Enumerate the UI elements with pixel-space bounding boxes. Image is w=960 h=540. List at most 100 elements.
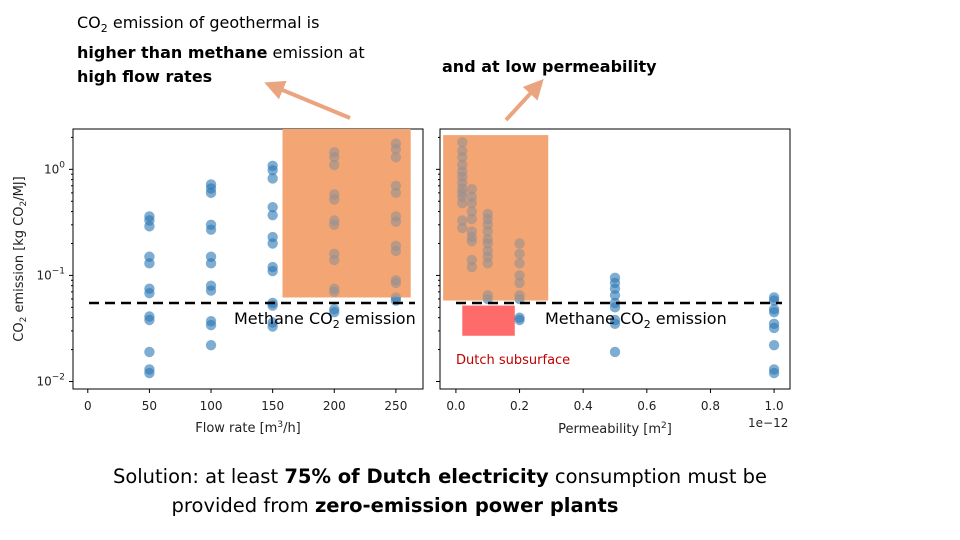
caption-left-line3: high flow rates: [77, 67, 213, 87]
solution-line2: provided from zero-emission power plants: [10, 491, 780, 520]
chart1-point: [267, 173, 278, 184]
caption-left: CO2 emission of geothermal is higher tha…: [77, 11, 377, 89]
chart1-methane-label-rest: emission: [340, 309, 416, 328]
chart1-point: [267, 317, 278, 328]
chart2-xtick-label: 0.0: [446, 399, 465, 413]
solution-line1: Solution: at least 75% of Dutch electric…: [100, 462, 780, 491]
solution-b2: zero-emission power plants: [314, 494, 619, 517]
chart2-point: [609, 272, 621, 283]
caption-left-bold: higher than methane: [77, 43, 268, 63]
chart2-point: [609, 314, 621, 326]
chart1-point: [144, 311, 155, 322]
chart1-point: [267, 209, 278, 221]
caption-left-co: CO: [77, 13, 101, 32]
chart2-xtick-label: 0.2: [510, 399, 529, 413]
chart2-point: [768, 339, 780, 351]
chart1-xtick-label: 50: [142, 399, 157, 413]
chart2-methane-label-rest: emission: [651, 309, 727, 328]
ytick-base: 10: [36, 268, 51, 282]
chart2-methane-label-prefix: Methane CO: [545, 309, 644, 328]
chart1-point: [205, 280, 217, 291]
chart2-xtick-label: 1.0: [765, 399, 784, 413]
solution-b1: 75% of Dutch electricity: [284, 465, 549, 488]
ytick-exp: −2: [52, 373, 65, 383]
chart2-methane-label: Methane CO2 emission: [545, 309, 727, 331]
chart1-point: [267, 160, 278, 171]
chart1-point: [205, 339, 217, 351]
chart1-xtick-label: 0: [84, 399, 92, 413]
solution-p1: Solution: at least: [112, 465, 285, 488]
chart1-ylabel-mid: emission [kg CO: [12, 207, 27, 317]
chart1-highlight-overlay: [282, 129, 411, 298]
annotation-arrow-left: [264, 80, 351, 120]
caption-left-sub: 2: [100, 22, 108, 36]
chart2-xtick-label: 0.8: [701, 399, 720, 413]
chart1-point: [267, 201, 278, 213]
chart1-ylabel-sub1: 2: [19, 317, 29, 323]
caption-left-line2: higher than methane emission at: [77, 41, 377, 65]
chart1-xlabel-rest: /h]: [283, 421, 301, 436]
solution-p2: consumption must be: [548, 465, 768, 488]
chart1-point: [267, 261, 278, 273]
chart1-ytick-label: 10−1: [36, 266, 65, 282]
annotation-arrow-right: [504, 79, 544, 122]
chart1-methane-label-prefix: Methane CO: [234, 309, 333, 328]
chart2-point: [768, 364, 780, 375]
chart2-xtick-label: 0.6: [637, 399, 656, 413]
chart2-ticks-layer: 0.0 0.2 0.4 0.6 0.8 1.0: [436, 136, 784, 413]
caption-left-line1: CO2 emission of geothermal is: [77, 11, 377, 41]
chart1-point: [267, 231, 278, 243]
caption-right: and at low permeability: [442, 57, 657, 76]
chart2-methane-label-sub: 2: [644, 318, 651, 331]
chart1-xtick-label: 100: [200, 399, 223, 413]
ytick-exp: 0: [59, 160, 65, 170]
chart1-methane-label-sub: 2: [333, 318, 340, 331]
chart1-point: [144, 283, 155, 294]
chart1-point: [144, 251, 155, 262]
chart2-point: [768, 292, 780, 303]
ytick-base: 10: [36, 375, 51, 389]
dutch-subsurface-label: Dutch subsurface: [456, 353, 570, 368]
chart1-point: [144, 211, 155, 222]
chart1-xtick-label: 250: [384, 399, 407, 413]
chart2-xlabel-sup: 2: [661, 421, 667, 431]
chart1-ytick-label: 10−2: [36, 373, 65, 389]
chart1-point: [144, 346, 155, 358]
chart1-point: [205, 316, 217, 327]
chart1-ylabel: CO2 emission [kg CO2/MJ]: [12, 176, 29, 341]
ytick-base: 10: [44, 162, 59, 176]
solution-p3: provided from: [171, 494, 315, 517]
chart2-point: [609, 346, 621, 358]
chart2-highlight-overlay: [443, 135, 549, 301]
chart2-point: [768, 318, 780, 329]
chart1-methane-label: Methane CO2 emission: [234, 309, 416, 331]
chart1-ytick-label: 100: [44, 160, 65, 176]
chart2-point: [514, 312, 525, 323]
chart2-xlabel: Permeability [m2]: [558, 421, 672, 437]
chart1-xlabel: Flow rate [m3/h]: [195, 420, 301, 436]
chart1-ylabel-rest: /MJ]: [12, 176, 27, 201]
solution-text: Solution: at least 75% of Dutch electric…: [100, 462, 780, 520]
chart1-frame: [72, 128, 424, 390]
chart2-points-layer: [443, 135, 780, 379]
chart1-point: [329, 304, 340, 315]
chart1-xtick-label: 200: [323, 399, 346, 413]
chart1-xtick-label: 150: [261, 399, 284, 413]
chart1-ylabel-sub2: 2: [19, 201, 29, 207]
chart2-frame: [439, 128, 791, 390]
chart1-point: [144, 364, 155, 375]
chart1-point: [205, 219, 217, 231]
chart1-points-layer: [144, 129, 411, 379]
ytick-exp: −1: [52, 266, 65, 276]
chart1-point: [205, 251, 217, 262]
caption-left-line1-rest: emission of geothermal is: [107, 13, 320, 32]
chart1-xlabel-sup: 3: [277, 420, 283, 430]
dutch-subsurface-region: [462, 305, 515, 336]
chart2-xlabel-rest: ]: [667, 422, 672, 437]
chart2-point: [609, 297, 621, 309]
chart2-xtick-label: 0.4: [574, 399, 593, 413]
chart2-point: [768, 304, 780, 315]
